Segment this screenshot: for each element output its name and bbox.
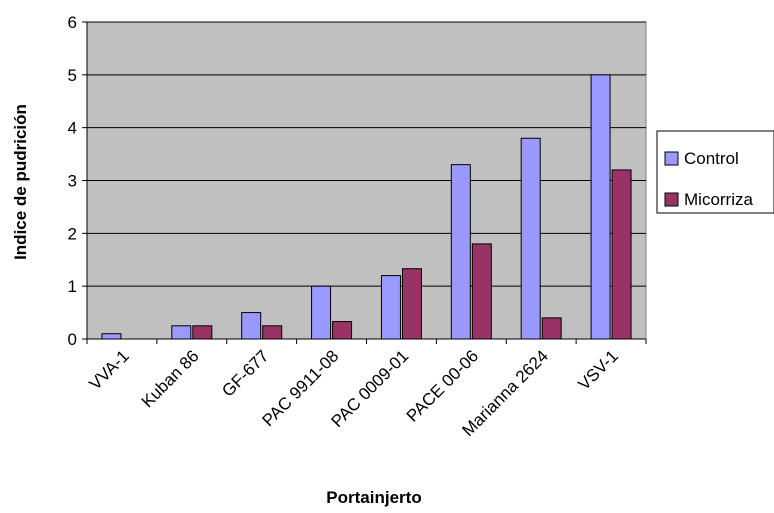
bar-micorriza-4 bbox=[401, 268, 422, 340]
y-axis-title: Indice de pudrición bbox=[11, 104, 30, 260]
bar-micorriza-6 bbox=[541, 317, 562, 340]
legend-label-micorriza: Micorriza bbox=[684, 190, 753, 209]
bar-micorriza-2 bbox=[262, 325, 283, 340]
bar-control-4 bbox=[380, 275, 401, 340]
x-tick-label: Kuban 86 bbox=[138, 346, 203, 411]
axes bbox=[82, 21, 647, 344]
y-tick-label: 4 bbox=[68, 119, 77, 138]
legend: Control Micorriza bbox=[656, 130, 774, 214]
bar-control-6 bbox=[520, 137, 541, 340]
y-tick-label: 3 bbox=[68, 172, 77, 191]
x-axis-title: Portainjerto bbox=[326, 488, 421, 507]
bar-micorriza-5 bbox=[471, 243, 492, 340]
legend-swatch-micorriza bbox=[664, 192, 679, 207]
bar-control-7 bbox=[590, 74, 611, 340]
y-tick-label: 0 bbox=[68, 330, 77, 349]
legend-label-control: Control bbox=[684, 149, 739, 168]
y-tick-label: 2 bbox=[68, 224, 77, 243]
bar-control-2 bbox=[241, 312, 262, 340]
y-tick-label: 5 bbox=[68, 66, 77, 85]
bars bbox=[101, 74, 632, 340]
x-tick-label: GF-677 bbox=[218, 346, 272, 400]
y-tick-label: 6 bbox=[68, 13, 77, 32]
x-tick-label: VSV-1 bbox=[574, 346, 622, 394]
bar-micorriza-1 bbox=[192, 325, 213, 340]
y-tick-labels: 0 1 2 3 4 5 6 bbox=[68, 13, 77, 349]
bar-micorriza-3 bbox=[332, 321, 353, 340]
bar-control-5 bbox=[450, 164, 471, 340]
bar-control-3 bbox=[311, 285, 332, 340]
y-tick-label: 1 bbox=[68, 277, 77, 296]
bar-control-0 bbox=[101, 333, 122, 340]
bar-control-1 bbox=[171, 325, 192, 340]
x-tick-label: VVA-1 bbox=[85, 346, 132, 393]
bar-micorriza-7 bbox=[611, 169, 632, 340]
legend-swatch-control bbox=[664, 151, 679, 166]
